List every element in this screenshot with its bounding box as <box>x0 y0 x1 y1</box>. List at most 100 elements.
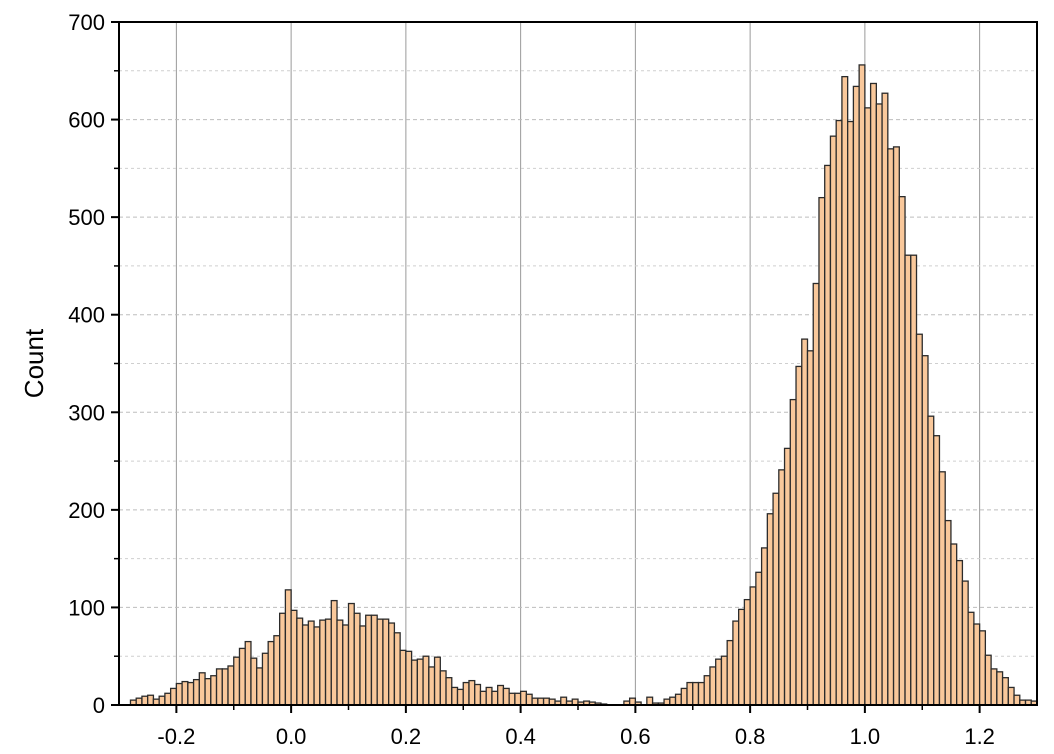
histogram-bar <box>864 107 872 706</box>
histogram-bar <box>301 624 309 706</box>
histogram-bar <box>147 694 155 706</box>
histogram-bar <box>416 658 424 706</box>
histogram-bar <box>984 654 992 706</box>
histogram-bar <box>336 619 344 706</box>
histogram-bar <box>887 148 895 706</box>
y-tick-label: 300 <box>68 400 105 425</box>
histogram-bar <box>715 658 723 706</box>
histogram-bar <box>847 120 855 706</box>
histogram-bar <box>766 513 774 706</box>
histogram-bar <box>749 586 757 706</box>
histogram-bar <box>726 639 734 706</box>
x-tick-label: 0.8 <box>735 724 766 749</box>
histogram-bar <box>789 398 797 706</box>
histogram-bar <box>181 680 189 706</box>
histogram-bar <box>313 626 321 706</box>
histogram-bar <box>956 559 964 706</box>
histogram-bar <box>135 697 143 706</box>
x-tick-label: 0.4 <box>505 724 536 749</box>
histogram-bar <box>244 640 252 706</box>
histogram-bar <box>388 622 396 706</box>
histogram-bar <box>508 692 516 706</box>
histogram-bar <box>221 668 229 706</box>
x-tick-label: 1.2 <box>964 724 995 749</box>
histogram-bar <box>743 598 751 706</box>
histogram-bar <box>324 618 332 706</box>
histogram-bar <box>709 666 717 706</box>
histogram-bar <box>238 647 246 706</box>
histogram-bar <box>560 696 568 706</box>
histogram-bar <box>996 671 1004 706</box>
histogram-bar <box>164 692 172 706</box>
y-tick-label: 100 <box>68 595 105 620</box>
histogram-bar <box>273 635 281 706</box>
x-tick-labels: -0.2 0.0 0.2 0.4 0.6 0.8 1.0 1.2 <box>157 724 995 749</box>
histogram-bar <box>772 492 780 706</box>
histogram-bar <box>175 682 183 706</box>
y-tick-labels: 0 100 200 300 400 500 600 700 <box>68 10 105 718</box>
histogram-bar <box>485 686 493 706</box>
histogram-bar <box>187 681 195 706</box>
histogram-bar <box>422 655 430 706</box>
histogram-bar <box>910 254 918 706</box>
histogram-bar <box>347 602 355 706</box>
histogram-bar <box>760 547 768 706</box>
histogram-bar <box>204 678 212 706</box>
histogram-bar <box>267 640 275 706</box>
y-axis-title: Count <box>19 328 49 398</box>
histogram-bar <box>875 103 883 706</box>
histogram-bar <box>439 670 447 706</box>
histogram-bar <box>227 665 235 706</box>
histogram-bar <box>445 677 453 706</box>
histogram-bar <box>382 618 390 706</box>
histogram-bar <box>927 415 935 706</box>
x-tick-label: 0.0 <box>276 724 307 749</box>
histogram-bar <box>491 690 499 706</box>
histogram-bar <box>915 333 923 706</box>
histogram-bar <box>474 683 482 706</box>
histogram-bar <box>933 435 941 706</box>
histogram-bar <box>978 630 987 706</box>
histogram-bar <box>330 599 338 706</box>
histogram-bar <box>284 589 292 706</box>
histogram-bar <box>686 681 694 706</box>
histogram-bar <box>468 679 476 706</box>
histogram-bar <box>428 666 436 706</box>
histogram-bar <box>801 338 809 706</box>
histogram-bar <box>950 543 958 706</box>
histogram-bar <box>169 687 178 706</box>
histogram-bar <box>192 678 200 706</box>
x-tick-label: 0.6 <box>620 724 651 749</box>
histogram-bar <box>370 614 378 706</box>
x-tick-label: 1.0 <box>850 724 881 749</box>
histogram-bar <box>1013 694 1021 706</box>
histogram-bar <box>869 82 877 706</box>
histogram-bar <box>479 690 487 706</box>
histogram-bar <box>514 692 522 706</box>
histogram-bar <box>783 447 791 706</box>
histogram-bar <box>537 697 545 706</box>
histogram-bar <box>519 690 528 706</box>
histogram-bar <box>841 75 849 706</box>
histogram-bar <box>198 672 206 706</box>
histogram-bar <box>256 667 264 706</box>
histogram-bar <box>456 688 464 706</box>
histogram-bar <box>410 659 418 706</box>
histogram-bar <box>944 519 952 706</box>
histogram-bar <box>961 580 969 706</box>
x-tick-label: -0.2 <box>157 724 195 749</box>
histogram-bar <box>531 697 539 706</box>
histogram-bar <box>720 655 728 706</box>
histogram-bar <box>755 571 763 706</box>
histogram-bar <box>738 608 746 706</box>
histogram-bar <box>433 656 441 706</box>
histogram-bar <box>365 614 373 706</box>
histogram-bar <box>353 612 361 706</box>
histogram-bar <box>525 693 533 706</box>
histogram-bar <box>278 612 287 706</box>
histogram-bar <box>502 687 510 706</box>
histogram-bar <box>680 687 688 706</box>
histogram-bar <box>938 471 946 706</box>
histogram-bar <box>921 355 929 706</box>
histogram-bar <box>233 656 241 706</box>
